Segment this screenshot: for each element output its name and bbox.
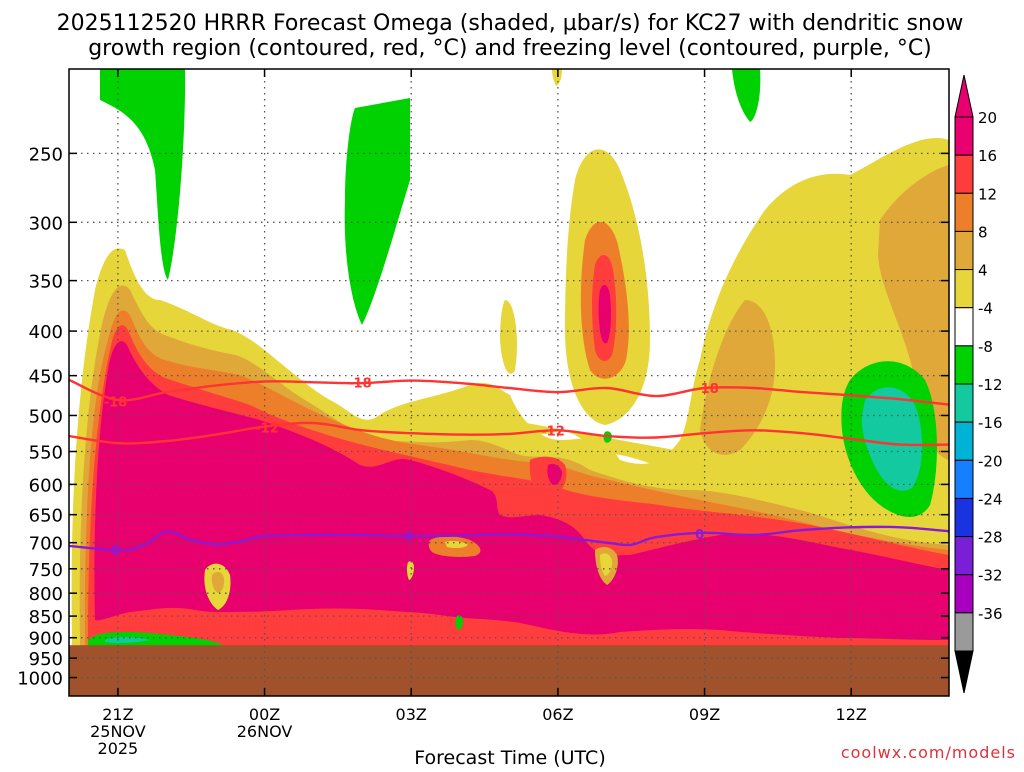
contour-label: 0 [404,530,413,545]
x-tick-label: 12Z [836,705,867,724]
colorbar-label: 16 [978,147,997,165]
contour-line [69,525,949,552]
colorbar-label: 12 [978,185,997,203]
colorbar-label: -20 [978,452,1003,470]
colorbar-swatch [954,383,974,423]
x-tick-label: 03Z [396,705,427,724]
y-tick-label: 250 [29,144,63,165]
colorbar-swatch [954,536,974,576]
contour-label: -12 [541,424,565,439]
x-tick-label: 06Z [542,705,573,724]
y-tick-label: 600 [29,475,63,496]
chart-title-line-2: growth region (contoured, red, °C) and f… [88,36,932,61]
y-axis: 2503003504004505005506006507007508008509… [17,144,949,690]
x-tick-label: 25NOV [90,722,146,741]
colorbar-swatch [954,192,974,232]
colorbar-label: -8 [978,338,993,356]
omega-shading [69,69,949,650]
y-tick-label: 850 [29,607,63,628]
temperature-contours: -18 -18 -18 -12 -12 0 0 0 [69,376,949,559]
x-tick-label: 09Z [689,705,720,724]
y-tick-label: 750 [29,560,63,581]
colorbar-swatch [954,116,974,156]
colorbar-label: -12 [978,376,1003,394]
chart-title-line-1: 2025112520 HRRR Forecast Omega (shaded, … [57,11,964,36]
colorbar-label: -28 [978,529,1003,547]
colorbar-label: -4 [978,300,993,318]
colorbar-swatch [954,307,974,347]
y-tick-label: 400 [29,322,63,343]
ground-terrain [69,645,949,696]
contour-line [69,421,949,447]
y-tick-label: 800 [29,584,63,605]
colorbar-label: 20 [978,109,997,127]
y-tick-label: 550 [29,443,63,464]
x-tick-label: 00Z [249,705,280,724]
colorbar-label: 4 [978,262,988,280]
colorbar-label: -16 [978,414,1003,432]
colorbar-label: -24 [978,490,1003,508]
colorbar-label: 8 [978,223,988,241]
x-tick-label: 26NOV [237,722,293,741]
colorbar-swatch [954,459,974,499]
colorbar-label: -36 [978,605,1003,623]
contour-label: -18 [695,382,719,397]
colorbar-swatch [954,497,974,538]
contour-label: -18 [104,396,128,411]
colorbar-swatch [954,345,974,385]
contour-line [69,378,949,406]
colorbar-label: -32 [978,567,1003,585]
x-axis-label: Forecast Time (UTC) [414,747,605,768]
colorbar-swatch [954,269,974,309]
contour-label: -12 [255,421,279,436]
y-tick-label: 500 [29,406,63,427]
contour-label: 0 [695,528,704,543]
plot-frame [68,68,950,697]
y-tick-label: 1000 [17,669,63,690]
colorbar-swatch [954,612,974,652]
colorbar-swatch [954,421,974,461]
x-tick-label: 21Z [102,705,133,724]
y-tick-label: 700 [29,534,63,555]
colorbar-swatch [954,154,974,194]
y-tick-label: 650 [29,506,63,527]
colorbar-swatch [954,574,974,614]
colorbar-under-arrow [954,650,974,694]
y-tick-label: 900 [29,629,63,650]
y-tick-label: 450 [29,367,63,388]
colorbar-over-arrow [954,74,974,118]
y-tick-label: 350 [29,272,63,293]
x-tick-label: 2025 [98,739,139,758]
y-tick-label: 950 [29,649,63,670]
contour-label: 0 [111,544,120,559]
colorbar-swatch [954,230,974,271]
colorbar: 20 16 12 8 4 -4 -8 -12 -16 -20 -24 -28 -32 -36 [954,74,1003,694]
credit-text: coolwx.com/models [841,743,1016,762]
grid-lines [69,69,949,696]
y-tick-label: 300 [29,213,63,234]
contour-label: -18 [348,376,372,391]
